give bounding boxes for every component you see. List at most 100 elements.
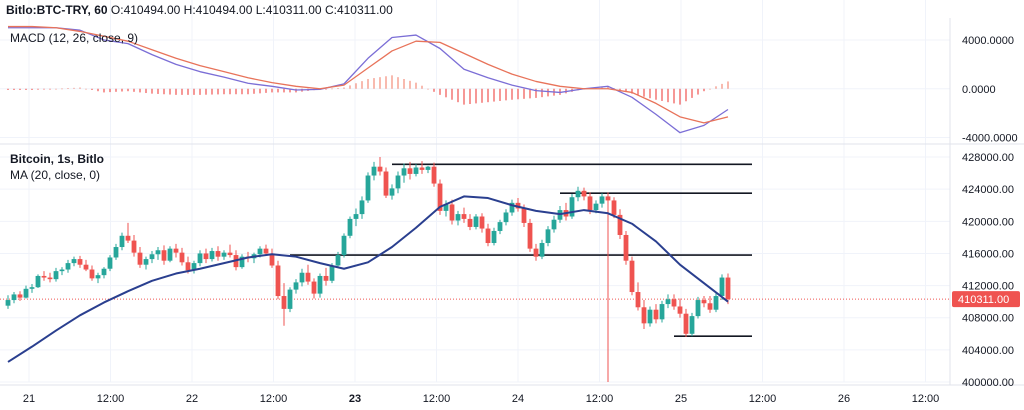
candle-body [653,309,659,320]
macd-histogram-bar [79,87,81,89]
macd-histogram-bar [73,87,75,89]
candle-body [593,203,599,211]
macd-histogram-bar [403,79,405,89]
candle-body [275,265,281,297]
moving-average [7,195,729,363]
candle-body [323,275,329,281]
time-tick-label: 22 [186,393,198,405]
macd-histogram-bar [277,88,279,93]
macd-histogram-bar [703,88,705,92]
macd-histogram-bar [187,88,189,95]
macd-histogram-bar [655,88,657,100]
candle-body [179,252,185,263]
macd-histogram-bar [427,88,429,90]
macd-histogram-bar [265,88,267,93]
tick-labels: 428000.00 424000.00 420000.00 416000.00 4120… [23,35,1018,405]
candle-body [521,208,527,223]
macd-histogram-bar [235,88,237,95]
candle-body [143,259,149,265]
candle-body [689,316,695,334]
macd-histogram-bar [439,88,441,95]
macd-histogram-bar [121,88,123,92]
candle-body [191,263,197,271]
candle-body [263,248,269,254]
macd-histogram-bar [541,88,543,98]
time-tick-label: 12:00 [260,393,288,405]
macd-histogram-bar [679,88,681,105]
close-value: 410311.00 [336,3,393,17]
candle-body [683,313,689,334]
macd-histogram-bar [289,88,291,93]
macd-histogram-bar [661,88,663,101]
candle-body [425,166,431,170]
candle-body [359,200,365,215]
candle-body [17,294,23,298]
macd-histogram-bar [691,88,693,98]
candle-body [497,222,503,231]
macd-histogram-bar [517,88,519,100]
candle-body [221,252,227,257]
macd-histogram-bar [391,75,393,89]
candle-body [605,196,611,201]
candle-body [149,254,155,260]
macd-histogram-bar [91,88,93,90]
candle-body [119,235,125,248]
macd-histogram-bar [31,88,33,90]
candle-body [335,255,341,266]
candle-body [293,282,299,290]
candle-body [551,219,557,230]
candle-body [677,306,683,314]
candle-body [641,307,647,324]
candle-body [347,218,353,236]
candle-body [227,252,233,256]
candle-body [155,250,161,255]
time-tick-label: 12:00 [912,393,940,405]
candle-body [203,253,209,260]
candle-body [431,166,437,184]
macd-histogram-bar [361,81,363,89]
macd-histogram-bar [331,88,333,90]
macd-histogram-bar [607,86,609,89]
candle-body [485,228,491,244]
candle-body [131,240,137,253]
candle-body [707,303,713,310]
candle-body [455,214,461,221]
candle-body [533,248,539,257]
price-tick-label: 400000.00 [962,377,1014,389]
candle-body [11,294,17,301]
last-price-label: 410311.00 [958,294,1009,306]
candle-body [665,299,671,305]
macd-histogram-bar [349,85,351,89]
macd-histogram-bar [67,88,69,89]
candle-body [509,202,515,213]
macd-histogram-bar [451,88,453,100]
macd-histogram-bar [499,88,501,101]
candle-body [719,277,725,297]
candle-body [539,243,545,257]
candle-body [197,253,203,264]
candle-body [137,252,143,265]
candle-body [713,296,719,310]
macd-histogram-bar [49,88,51,90]
candle-body [581,190,587,197]
axes [0,18,1024,386]
macd-histogram-bar [109,88,111,93]
macd-histogram-bar [415,82,417,89]
candle-body [371,166,377,176]
candle-body [671,299,677,307]
macd-histogram-bar [643,88,645,97]
macd-histogram-bar [529,88,531,99]
candle-body [365,175,371,201]
macd-histogram-bar [115,88,117,92]
candle-body [395,175,401,189]
macd-histogram-bar [55,88,57,90]
macd-histogram-bar [709,88,711,90]
macd-histogram-bar [145,88,147,94]
macd-histogram-bar [25,88,27,90]
macd-histogram-bar [199,88,201,95]
candle-body [623,234,629,261]
time-tick-label: 23 [349,393,361,405]
candle-body [647,309,653,324]
macd-histogram-bar [631,88,633,94]
time-tick-label: 12:00 [586,393,614,405]
